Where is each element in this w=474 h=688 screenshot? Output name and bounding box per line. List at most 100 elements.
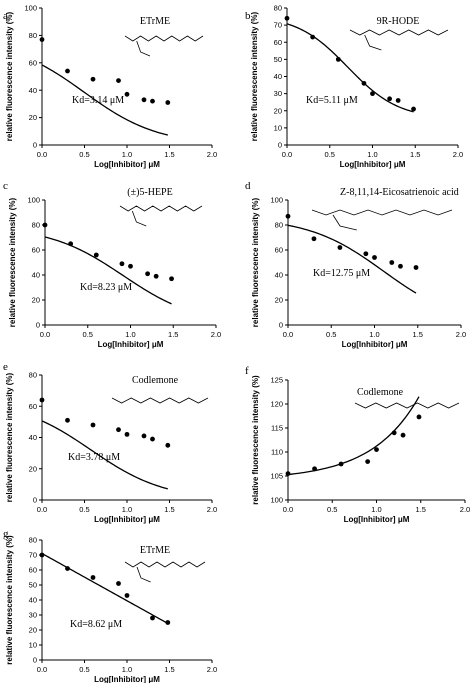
y-tick-label: 10 xyxy=(274,123,282,132)
compound-name: Codlemone xyxy=(132,375,179,386)
y-tick-label: 20 xyxy=(274,106,282,115)
data-point xyxy=(93,252,99,258)
y-tick-label: 100 xyxy=(27,196,40,205)
data-point xyxy=(39,552,45,558)
x-tick-label: 0.0 xyxy=(37,665,47,674)
x-tick-label: 2.0 xyxy=(207,150,217,159)
x-tick-label: 1.0 xyxy=(371,505,381,514)
x-tick-label: 2.0 xyxy=(460,505,470,514)
data-point xyxy=(395,98,401,103)
y-tick-label: 20 xyxy=(29,464,37,473)
data-point xyxy=(165,100,171,105)
data-point xyxy=(363,251,369,257)
y-tick-label: 60 xyxy=(29,58,37,67)
chart-panel-e: 0 20 40 60 80 0.0 0.5 1.0 1.5 2.0 Log[Inhibitor] μ… xyxy=(3,361,217,524)
data-point xyxy=(124,91,130,97)
data-point xyxy=(416,414,422,420)
data-point xyxy=(90,76,96,82)
data-point xyxy=(312,466,317,472)
x-axis-title: Log[Inhibitor] μM xyxy=(94,160,160,169)
y-tick-label: 30 xyxy=(274,89,282,98)
y-tick-label: 0 xyxy=(33,141,37,150)
y-axis-title: relative fluorescence intensity (%) xyxy=(5,11,14,141)
x-tick-label: 2.0 xyxy=(211,330,221,339)
y-tick-label: 80 xyxy=(32,221,40,230)
data-point xyxy=(65,68,70,74)
y-tick-label: 100 xyxy=(270,196,283,205)
y-tick-label: 0 xyxy=(33,656,37,665)
x-tick-label: 0.5 xyxy=(79,505,89,514)
x-tick-label: 0.0 xyxy=(37,150,47,159)
data-point xyxy=(169,276,174,282)
y-tick-label: 60 xyxy=(29,566,37,575)
x-axis-title: Log[Inhibitor] μM xyxy=(342,340,408,349)
molecule-structure-branch xyxy=(364,34,382,51)
x-axis-title: Log[Inhibitor] μM xyxy=(340,160,406,169)
y-tick-label: 40 xyxy=(29,596,37,605)
kd-annotation: Kd=8.23 μM xyxy=(80,282,132,293)
fit-curve xyxy=(287,224,417,294)
data-point xyxy=(145,271,151,277)
y-tick-label: 60 xyxy=(274,38,282,47)
data-point xyxy=(389,260,395,265)
kd-annotation: Kd=3.14 μM xyxy=(72,95,124,106)
y-tick-label: 60 xyxy=(29,402,37,411)
data-point xyxy=(370,91,375,97)
y-tick-label: 40 xyxy=(29,433,37,442)
data-point xyxy=(165,620,171,625)
y-tick-label: 50 xyxy=(274,55,282,64)
chart-panel-b: 0 10 20 30 40 50 60 70 80 0.0 0.5 1.0 1.5 2.0 Log[Inhi… xyxy=(245,4,463,169)
y-tick-label: 120 xyxy=(270,400,283,409)
data-point xyxy=(116,427,121,433)
x-axis-title: Log[Inhibitor] μM xyxy=(94,675,160,683)
data-point xyxy=(39,397,45,403)
y-axis-title: relative fluorescence intensity (%) xyxy=(5,372,14,502)
data-point xyxy=(337,245,343,250)
compound-name: ETrME xyxy=(140,545,170,556)
kd-annotation: Kd=3.78 μM xyxy=(68,452,120,463)
x-tick-label: 1.5 xyxy=(413,330,423,339)
data-point xyxy=(335,56,341,62)
data-point xyxy=(374,447,379,452)
data-point xyxy=(141,97,147,103)
y-tick-label: 80 xyxy=(29,31,37,40)
y-tick-label: 125 xyxy=(270,376,283,385)
y-tick-label: 20 xyxy=(29,113,37,122)
data-point xyxy=(116,78,121,84)
x-tick-label: 1.5 xyxy=(164,505,174,514)
compound-name: (±)5-HEPE xyxy=(127,187,172,198)
data-point xyxy=(128,263,133,269)
x-tick-label: 0.0 xyxy=(40,330,50,339)
panel-letter: g xyxy=(3,528,9,540)
y-tick-label: 20 xyxy=(32,296,40,305)
data-point xyxy=(411,106,416,112)
fit-curve xyxy=(41,420,168,490)
x-tick-label: 1.5 xyxy=(416,505,426,514)
data-point xyxy=(310,34,316,40)
x-tick-label: 1.5 xyxy=(164,665,174,674)
data-point xyxy=(361,80,367,86)
compound-name: Z-8,11,14-Eicosatrienoic acid xyxy=(340,187,459,198)
data-point xyxy=(42,222,48,228)
data-point xyxy=(141,433,147,439)
x-tick-label: 0.0 xyxy=(283,505,293,514)
y-axis-title: relative fluorescence intensity (%) xyxy=(250,11,259,141)
data-point xyxy=(68,241,74,247)
x-tick-label: 0.0 xyxy=(37,505,47,514)
fit-curve xyxy=(286,23,414,113)
y-tick-label: 60 xyxy=(275,246,283,255)
x-tick-label: 1.0 xyxy=(122,505,132,514)
data-point xyxy=(124,431,130,437)
y-tick-label: 20 xyxy=(29,626,37,635)
y-tick-label: 30 xyxy=(29,611,37,620)
data-point xyxy=(372,255,377,260)
x-tick-label: 1.5 xyxy=(164,150,174,159)
x-tick-label: 0.5 xyxy=(326,330,336,339)
panel-letter: a xyxy=(3,10,8,22)
y-tick-label: 80 xyxy=(275,221,283,230)
data-point xyxy=(150,615,155,621)
data-point xyxy=(391,430,397,436)
x-tick-label: 1.0 xyxy=(125,330,135,339)
panel-letter: d xyxy=(245,180,251,192)
